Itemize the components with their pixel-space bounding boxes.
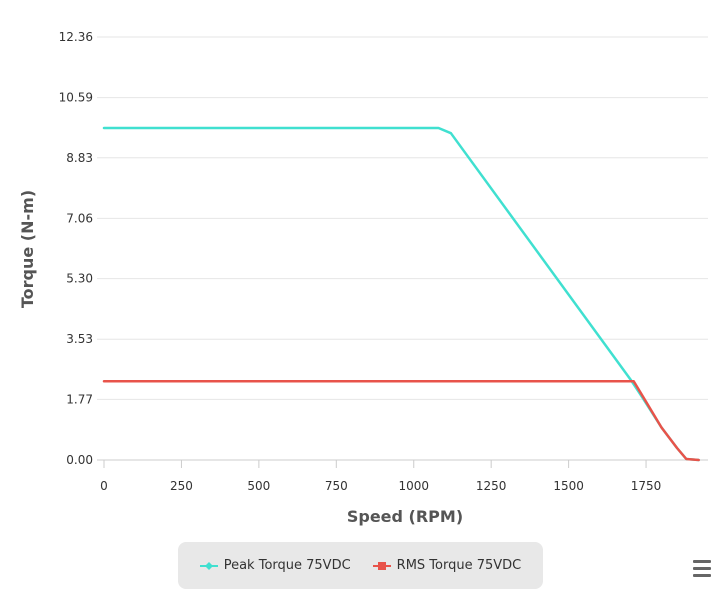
diamond-marker-icon [199, 561, 218, 570]
legend-label-peak-torque: Peak Torque 75VDC [223, 558, 351, 573]
rms-torque-line [102, 380, 700, 462]
x-tick-label: 1000 [398, 479, 429, 493]
y-tick-label: 0.00 [66, 453, 93, 467]
y-tick-label: 10.59 [59, 91, 93, 105]
legend-label-rms-torque: RMS Torque 75VDC [396, 558, 522, 573]
x-tick-label: 750 [325, 479, 348, 493]
hamburger-icon [693, 559, 711, 563]
legend-item-rms-torque[interactable]: RMS Torque 75VDC [372, 558, 522, 573]
x-tick-label: 0 [100, 479, 108, 493]
x-tick-label: 1500 [553, 479, 584, 493]
y-tick-label: 8.83 [66, 151, 93, 165]
hamburger-icon-bar [693, 566, 711, 570]
y-tick-label: 12.36 [59, 30, 93, 44]
x-tick-label: 1250 [476, 479, 507, 493]
peak-torque-line [102, 126, 700, 462]
legend-item-peak-torque[interactable]: Peak Torque 75VDC [199, 558, 351, 573]
hamburger-icon-bar [693, 573, 711, 577]
x-tick-label: 250 [170, 479, 193, 493]
square-marker-icon [372, 561, 391, 570]
y-tick-label: 1.77 [66, 392, 93, 406]
y-tick-label: 7.06 [66, 211, 93, 225]
torque-speed-chart: 0.00 1.77 3.53 5.30 7.06 8.83 10.59 12.36 0 250 50… [18, 30, 708, 526]
x-tick-label: 500 [247, 479, 270, 493]
series-lines [102, 126, 700, 462]
gridlines [97, 36, 708, 400]
chart-legend: Peak Torque 75VDC RMS Torque 75VDC [178, 542, 543, 589]
chart-menu-button[interactable] [688, 556, 716, 580]
y-axis-title: Torque (N-m) [18, 190, 37, 308]
y-tick-label: 3.53 [66, 332, 93, 346]
x-axis-title: Speed (RPM) [347, 507, 463, 526]
y-tick-label: 5.30 [66, 272, 93, 286]
axes: 0.00 1.77 3.53 5.30 7.06 8.83 10.59 12.36 0 250 50… [59, 30, 708, 493]
x-tick-label: 1750 [631, 479, 662, 493]
